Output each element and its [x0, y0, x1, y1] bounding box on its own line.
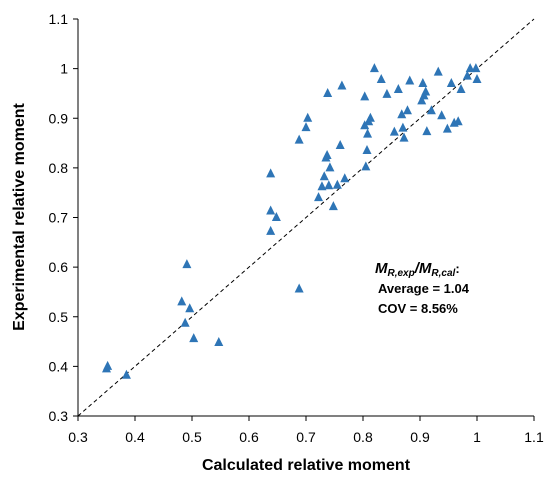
data-point — [266, 225, 276, 235]
data-point — [214, 337, 224, 347]
data-point — [332, 179, 342, 189]
y-tick-label: 0.9 — [49, 110, 69, 126]
data-point — [472, 74, 482, 84]
x-axis-ticks: 0.3 0.4 0.5 0.6 0.7 0.8 0.9 1 1.1 — [68, 416, 544, 445]
data-point — [426, 105, 436, 115]
reference-line-1-to-1 — [77, 18, 535, 417]
data-point — [398, 122, 408, 132]
x-tick-label: 0.6 — [239, 429, 259, 445]
data-point — [456, 83, 466, 93]
data-point — [360, 91, 370, 101]
data-point — [361, 161, 371, 171]
data-point — [294, 134, 304, 144]
x-tick-label: 0.9 — [410, 429, 430, 445]
y-tick-label: 0.8 — [49, 160, 69, 176]
data-point — [266, 205, 276, 215]
data-point — [314, 192, 324, 202]
data-point — [189, 333, 199, 343]
data-point — [462, 70, 472, 80]
y-tick-label: 0.3 — [49, 408, 69, 424]
y-tick-label: 0.4 — [49, 358, 69, 374]
x-tick-label: 0.4 — [125, 429, 145, 445]
data-point — [437, 110, 447, 120]
data-point — [182, 259, 192, 269]
data-point — [266, 168, 276, 178]
data-point — [317, 181, 327, 191]
data-point — [422, 126, 432, 136]
data-point — [271, 212, 281, 221]
data-point — [322, 149, 332, 159]
data-point — [453, 116, 463, 126]
data-point — [185, 303, 195, 313]
data-point — [337, 80, 347, 90]
data-point — [121, 369, 131, 379]
y-tick-label: 1.1 — [49, 11, 69, 27]
data-point — [335, 140, 345, 150]
data-point — [103, 360, 113, 370]
data-point — [303, 112, 313, 122]
data-point — [365, 112, 375, 122]
data-point — [324, 180, 334, 190]
y-tick-label: 0.7 — [49, 210, 69, 226]
data-point — [319, 171, 329, 181]
data-point — [301, 122, 311, 132]
data-point — [382, 88, 392, 98]
y-tick-label: 1 — [60, 61, 68, 77]
data-point — [421, 86, 431, 96]
data-point — [389, 126, 399, 136]
data-point — [405, 75, 415, 85]
x-tick-label: 0.8 — [353, 429, 373, 445]
data-point — [433, 66, 443, 76]
data-point — [369, 63, 379, 73]
data-point — [442, 123, 452, 133]
data-point — [325, 162, 335, 172]
data-point — [177, 296, 187, 306]
data-point — [363, 128, 373, 138]
x-tick-label: 1.1 — [524, 429, 544, 445]
x-tick-label: 0.7 — [296, 429, 316, 445]
data-point — [328, 201, 338, 211]
data-points — [102, 63, 482, 379]
y-tick-label: 0.6 — [49, 259, 69, 275]
data-point — [180, 317, 190, 327]
data-point — [471, 63, 481, 73]
y-axis-title: Experimental relative moment — [11, 103, 28, 331]
x-tick-label: 0.5 — [182, 429, 202, 445]
data-point — [340, 173, 350, 183]
data-point — [294, 283, 304, 293]
x-tick-label: 0.3 — [68, 429, 88, 445]
data-point — [465, 63, 475, 73]
x-tick-label: 1 — [473, 429, 481, 445]
ratio-label: MR,exp/MR,cal: — [375, 260, 460, 279]
y-tick-label: 0.5 — [49, 309, 69, 325]
data-point — [393, 83, 403, 93]
data-point — [397, 109, 407, 119]
x-axis-title: Calculated relative moment — [202, 457, 411, 474]
y-axis-ticks: 0.3 0.4 0.5 0.6 0.7 0.8 0.9 1 1.1 — [49, 11, 78, 424]
data-point — [362, 145, 372, 155]
data-point — [399, 132, 409, 142]
stats-annotation: MR,exp/MR,cal: Average = 1.04 COV = 8.56… — [375, 260, 470, 316]
data-point — [323, 87, 333, 97]
data-point — [417, 95, 427, 105]
data-point — [376, 74, 386, 84]
data-point — [446, 78, 456, 88]
cov-label: COV = 8.56% — [378, 301, 458, 316]
data-point — [418, 78, 428, 88]
data-point — [402, 105, 412, 115]
average-label: Average = 1.04 — [378, 281, 470, 296]
